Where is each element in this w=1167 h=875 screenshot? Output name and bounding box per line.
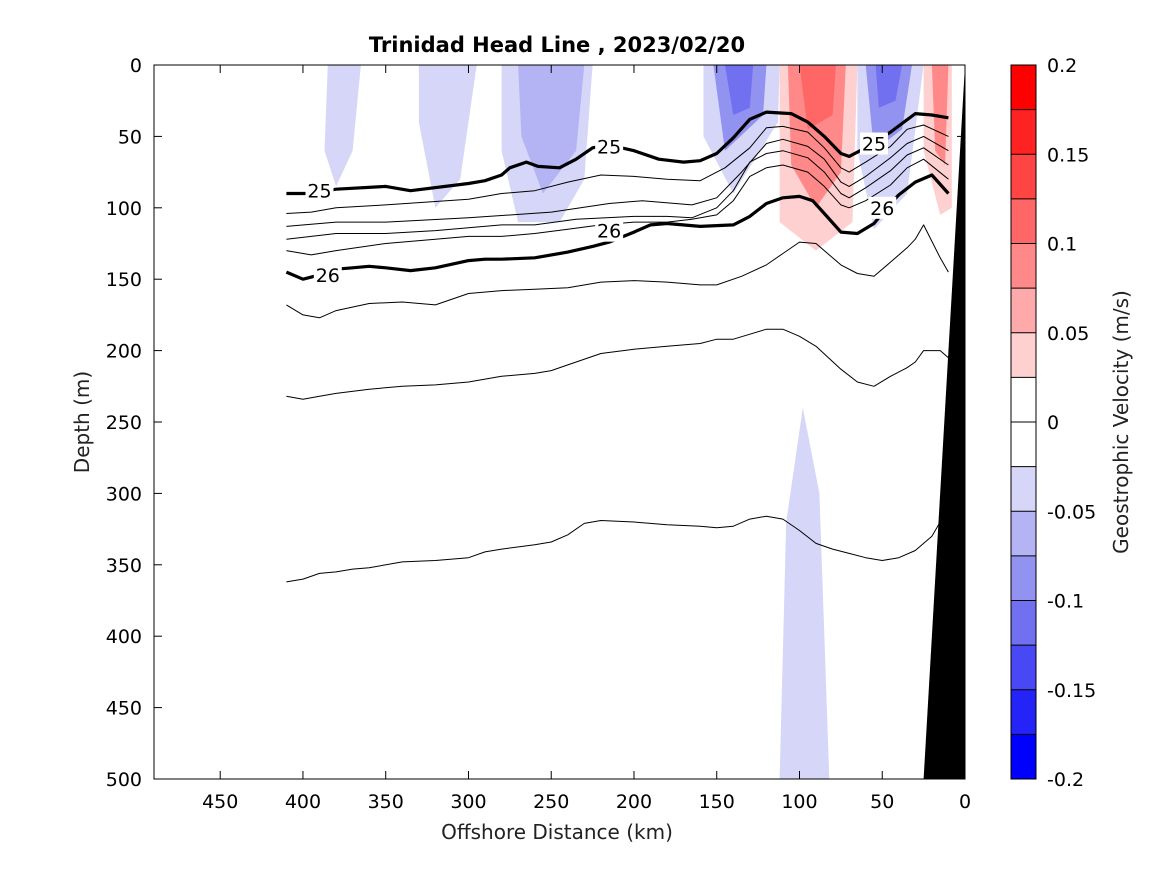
velocity-region	[725, 65, 754, 115]
isopycnal-line	[286, 147, 949, 240]
velocity-region	[875, 65, 903, 108]
isopycnal-line	[286, 158, 949, 256]
contour-label-bg	[868, 196, 897, 219]
x-tick-label: 50	[870, 791, 894, 813]
colorbar-segment	[1011, 288, 1036, 334]
x-tick-label: 0	[959, 791, 971, 813]
colorbar-tick-label: 0.2	[1047, 55, 1077, 77]
colorbar-tick-label: 0.05	[1047, 323, 1089, 345]
colorbar-segment	[1011, 422, 1036, 468]
contour-label-bg	[305, 179, 334, 202]
isopycnal-line	[286, 224, 949, 319]
x-tick-label: 200	[616, 791, 652, 813]
colorbar-segment	[1011, 332, 1036, 378]
colorbar-tick-label: -0.05	[1047, 501, 1096, 523]
isopycnal-layer	[285, 110, 950, 583]
y-tick-label: 400	[106, 626, 142, 648]
y-tick-label: 500	[106, 769, 142, 791]
colorbar: 0.2 0.15 0.1 0.05 0 -0.05 -0.1 -0.15 -0.2	[1010, 55, 1096, 791]
contour-label: 25	[597, 136, 621, 158]
x-tick-label: 450	[202, 791, 238, 813]
colorbar-segment	[1011, 65, 1036, 111]
colorbar-segment	[1011, 466, 1036, 512]
colorbar-frame	[1010, 64, 1037, 780]
contour-label-bg	[313, 263, 342, 286]
x-tick-label: 400	[285, 791, 321, 813]
isopycnal-line	[286, 515, 941, 583]
colorbar-segment	[1011, 377, 1036, 423]
colorbar-tick-label: 0	[1047, 412, 1059, 434]
colorbar-tick-label: -0.2	[1047, 769, 1084, 791]
colorbar-segment	[1011, 600, 1036, 646]
x-tick-label: 300	[450, 791, 486, 813]
contour-label: 25	[307, 181, 331, 203]
y-axis-ticks: 0 50 100 150 200 250 300 350 400 450 500	[106, 55, 965, 791]
y-tick-label: 450	[106, 698, 142, 720]
topography-wedge	[923, 65, 965, 779]
y-tick-label: 250	[106, 412, 142, 434]
x-axis-ticks: 450 400 350 300 250 200 150 100 50 0	[202, 65, 971, 813]
y-tick-label: 50	[118, 126, 142, 148]
colorbar-segment	[1011, 243, 1036, 289]
y-tick-label: 100	[106, 198, 142, 220]
contour-label: 25	[862, 134, 886, 156]
y-tick-label: 150	[106, 269, 142, 291]
x-axis-label: Offshore Distance (km)	[441, 820, 673, 844]
velocity-region	[923, 350, 936, 494]
velocity-region	[857, 350, 912, 779]
colorbar-segment	[1011, 645, 1036, 691]
colorbar-tick-label: -0.1	[1047, 591, 1084, 613]
colorbar-tick-label: -0.15	[1047, 680, 1096, 702]
colorbar-segment	[1011, 154, 1036, 200]
x-tick-label: 250	[533, 791, 569, 813]
colorbar-segment	[1011, 555, 1036, 602]
isopycnal-26	[285, 173, 950, 281]
colorbar-tick-label: 0.1	[1047, 234, 1077, 256]
isopycnal-line	[286, 328, 949, 400]
colorbar-segment	[1011, 511, 1036, 557]
colorbar-label: Geostrophic Velocity (m/s)	[1109, 290, 1133, 554]
y-tick-label: 200	[106, 341, 142, 363]
velocity-region	[779, 407, 830, 779]
x-tick-label: 350	[368, 791, 404, 813]
x-tick-label: 150	[699, 791, 735, 813]
contour-label-bg	[859, 132, 888, 155]
velocity-region	[725, 422, 747, 779]
y-tick-label: 350	[106, 555, 142, 577]
contour-label-bg	[595, 135, 624, 158]
velocity-region	[324, 65, 361, 187]
velocity-fill-layer	[286, 65, 952, 779]
y-tick-label: 300	[106, 483, 142, 505]
contour-label-bg	[595, 219, 624, 242]
velocity-region	[286, 65, 295, 151]
velocity-region	[418, 65, 477, 208]
velocity-region	[799, 65, 836, 130]
velocity-region	[518, 65, 585, 194]
contour-label: 26	[870, 198, 894, 220]
isopycnal-line	[286, 124, 949, 214]
colorbar-segment	[1011, 198, 1036, 245]
colorbar-segment	[1011, 734, 1036, 780]
contour-label: 26	[316, 265, 340, 287]
velocity-region	[534, 621, 570, 779]
contour-label: 26	[597, 221, 621, 243]
colorbar-segment	[1011, 689, 1036, 735]
chart-title: Trinidad Head Line , 2023/02/20	[369, 33, 745, 57]
isopycnal-line	[286, 135, 949, 227]
velocity-region	[680, 65, 692, 87]
y-tick-label: 0	[130, 55, 142, 77]
contour-label-layer: 25 25 25 26 26 26	[305, 132, 897, 287]
colorbar-tick-label: 0.15	[1047, 144, 1089, 166]
x-tick-label: 100	[781, 791, 817, 813]
topography-layer	[923, 65, 965, 779]
y-axis-label: Depth (m)	[70, 371, 94, 473]
colorbar-segment	[1011, 109, 1036, 155]
isopycnal-25	[286, 110, 949, 196]
